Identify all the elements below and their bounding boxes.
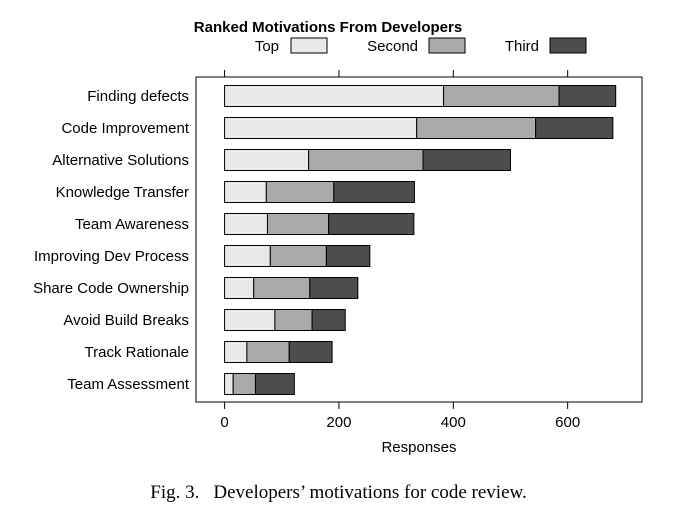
legend: Top Second Third [255,37,587,55]
x-axis-label: Responses [381,439,456,456]
category-labels: Finding defects Code Improvement Alternati… [33,88,190,393]
bar-code-improvement-second [416,117,537,139]
category-label: Team Assessment [67,376,190,393]
bar-finding-defects-third [558,85,617,107]
bar-team-awareness-third [328,213,415,235]
caption-number: Fig. 3. [150,482,200,503]
category-label: Finding defects [87,88,189,105]
bar-team-assessment-third [254,373,295,395]
legend-swatch-third [549,37,587,54]
plot-frame [195,76,643,403]
bar-knowledge-transfer-top [224,181,267,203]
bars [224,85,617,395]
bar-track-rationale-top [224,341,248,363]
caption-text: Developers’ motivations for code review. [213,482,527,503]
category-label: Team Awareness [75,216,189,233]
category-label: Knowledge Transfer [56,184,189,201]
figure-caption: Fig. 3. Developers’ motivations for code … [0,482,677,504]
legend-swatch-second [428,37,466,54]
category-label: Improving Dev Process [34,248,189,265]
category-label: Avoid Build Breaks [63,312,189,329]
bar-alternative-solutions-second [308,149,424,171]
bar-team-assessment-top [224,373,234,395]
bar-share-code-ownership-third [309,277,359,299]
bar-team-awareness-second [266,213,330,235]
x-tick-label: 200 [326,414,351,431]
category-label: Track Rationale [85,344,190,361]
bar-knowledge-transfer-second [265,181,335,203]
x-tick-label: 0 [220,414,228,431]
bar-share-code-ownership-second [253,277,311,299]
x-axis: 0 200 400 600 [220,70,580,431]
bar-team-assessment-second [232,373,256,395]
category-label: Alternative Solutions [52,152,189,169]
bar-track-rationale-third [288,341,333,363]
x-tick-label: 400 [441,414,466,431]
bar-improving-dev-process-second [269,245,327,267]
bar-alternative-solutions-top [224,149,310,171]
legend-label-second: Second [367,38,418,55]
bar-code-improvement-top [224,117,418,139]
x-tick-label: 600 [555,414,580,431]
bar-knowledge-transfer-third [333,181,415,203]
bar-code-improvement-third [535,117,614,139]
legend-label-top: Top [255,38,279,55]
legend-swatch-top [290,37,328,54]
bar-team-awareness-top [224,213,268,235]
bar-track-rationale-second [246,341,290,363]
bar-finding-defects-second [443,85,560,107]
bar-avoid-build-breaks-second [274,309,313,331]
category-label: Share Code Ownership [33,280,189,297]
chart-title: Ranked Motivations From Developers [194,19,462,36]
bar-alternative-solutions-third [422,149,511,171]
bar-share-code-ownership-top [224,277,255,299]
bar-avoid-build-breaks-top [224,309,276,331]
bar-improving-dev-process-third [325,245,371,267]
bar-improving-dev-process-top [224,245,271,267]
legend-label-third: Third [505,38,539,55]
category-label: Code Improvement [61,120,189,137]
bar-finding-defects-top [224,85,445,107]
bar-avoid-build-breaks-third [311,309,346,331]
